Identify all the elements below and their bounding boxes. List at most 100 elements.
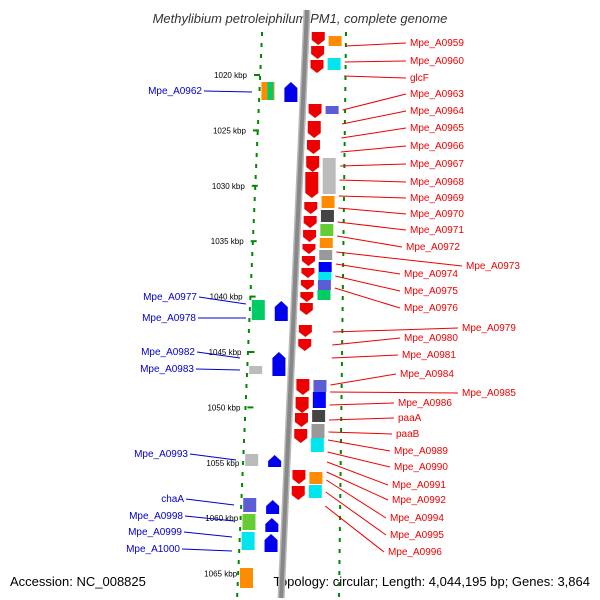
scale-tick-label: 1060 kbp [205, 514, 238, 523]
reverse-cog-track-guide-dot [259, 76, 262, 80]
scale-tick [247, 406, 254, 409]
forward-cog-track-guide-dot [341, 340, 344, 344]
reverse-label-leader [184, 515, 235, 522]
forward-cog-track-guide-dot [340, 362, 343, 366]
reverse-gene-arrow [264, 534, 278, 552]
forward-cog-track-guide-dot [340, 417, 343, 421]
reverse-cog-track-guide-dot [239, 527, 242, 531]
forward-cog-track-guide-dot [340, 395, 343, 399]
reverse-cog-block [251, 300, 265, 320]
reverse-cog-track-guide-dot [240, 505, 243, 509]
forward-label-leader [331, 354, 399, 359]
forward-gene-arrow [301, 268, 315, 278]
forward-gene-label: glcF [410, 73, 429, 84]
forward-gene-arrow [294, 413, 308, 427]
forward-cog-block [317, 290, 331, 300]
reverse-gene-label: chaA [161, 494, 184, 505]
forward-label-leader [328, 431, 393, 435]
forward-label-leader [341, 127, 407, 139]
scale-tick-label: 1055 kbp [206, 459, 239, 468]
reverse-label-leader [185, 498, 235, 506]
forward-gene-arrow [291, 486, 305, 500]
forward-gene-arrow [294, 429, 308, 443]
forward-label-leader [332, 327, 459, 333]
reverse-cog-block [267, 82, 274, 100]
forward-cog-block [319, 250, 333, 260]
forward-cog-track-guide-dot [338, 538, 341, 542]
forward-cog-block [320, 224, 334, 236]
reverse-cog-track-guide-dot [246, 362, 249, 366]
forward-cog-track-guide-dot [344, 43, 347, 47]
forward-cog-track-guide-dot [341, 329, 344, 333]
forward-label-leader [326, 471, 389, 501]
reverse-gene-arrow [265, 518, 279, 532]
forward-label-leader [336, 251, 463, 267]
forward-label-leader [326, 461, 389, 486]
accession-label: Accession: NC_008825 [10, 574, 146, 589]
scale-tick-label: 1035 kbp [211, 237, 244, 246]
forward-gene-arrow [301, 256, 315, 266]
reverse-cog-track-guide-dot [248, 318, 251, 322]
reverse-label-leader [189, 453, 237, 461]
scale-tick-label: 1040 kbp [210, 293, 243, 302]
forward-gene-label: Mpe_A0970 [410, 209, 464, 220]
forward-cog-track-guide-dot [339, 461, 342, 465]
forward-gene-label: Mpe_A0959 [410, 38, 464, 49]
reverse-cog-track-guide-dot [257, 109, 260, 113]
reverse-cog-track-guide-dot [252, 230, 255, 234]
forward-gene-arrow [303, 230, 317, 242]
forward-cog-block [322, 158, 336, 194]
reverse-cog-track-guide-dot [260, 43, 263, 47]
forward-cog-block [312, 392, 326, 408]
forward-cog-block [328, 36, 342, 46]
forward-gene-label: Mpe_A0960 [410, 56, 464, 67]
reverse-cog-block [243, 498, 257, 512]
reverse-cog-track-guide-dot [245, 384, 248, 388]
forward-label-leader [345, 42, 407, 47]
forward-cog-block [320, 210, 334, 222]
forward-cog-block [318, 272, 332, 280]
forward-cog-track-guide-dot [341, 307, 344, 311]
reverse-cog-block [241, 532, 255, 550]
forward-cog-track-guide-dot [344, 54, 347, 58]
forward-gene-label: Mpe_A0973 [466, 261, 520, 272]
forward-cog-track-guide-dot [343, 131, 346, 135]
forward-gene-label: Mpe_A0974 [404, 269, 458, 280]
scale-tick-label: 1045 kbp [209, 348, 242, 357]
forward-cog-block [319, 238, 333, 248]
forward-cog-track-guide-dot [342, 197, 345, 201]
reverse-cog-track-guide-dot [247, 340, 250, 344]
reverse-cog-track-guide-dot [255, 153, 258, 157]
forward-gene-arrow [305, 172, 319, 198]
forward-gene-arrow [299, 303, 313, 315]
reverse-cog-track-guide-dot [257, 120, 260, 124]
forward-gene-arrow [308, 104, 322, 118]
forward-cog-track-guide-dot [342, 252, 345, 256]
forward-gene-label: Mpe_A0985 [462, 388, 516, 399]
forward-label-leader [330, 391, 459, 394]
reverse-gene-arrow [266, 500, 280, 514]
forward-gene-arrow [295, 397, 309, 413]
forward-label-leader [337, 221, 407, 231]
reverse-cog-track-guide-dot [250, 263, 253, 267]
forward-gene-label: Mpe_A0972 [406, 242, 460, 253]
reverse-cog-track-guide-dot [237, 560, 240, 564]
forward-cog-track-guide-dot [339, 505, 342, 509]
reverse-cog-track-guide-dot [253, 208, 256, 212]
reverse-cog-track-guide-dot [241, 483, 244, 487]
forward-cog-block [310, 438, 324, 452]
scale-tick [248, 351, 255, 353]
forward-cog-track-guide-dot [339, 472, 342, 476]
scale-tick [251, 184, 258, 187]
reverse-cog-track-guide-dot [243, 439, 246, 443]
forward-gene-label: Mpe_A0996 [388, 547, 442, 558]
forward-label-leader [326, 479, 387, 519]
reverse-label-leader [203, 90, 253, 93]
forward-cog-track-guide-dot [340, 428, 343, 432]
reverse-label-leader [198, 296, 247, 305]
scale-tick-label: 1030 kbp [212, 182, 245, 191]
forward-cog-block [325, 106, 339, 114]
forward-gene-arrow [300, 280, 314, 290]
forward-label-leader [338, 195, 407, 199]
